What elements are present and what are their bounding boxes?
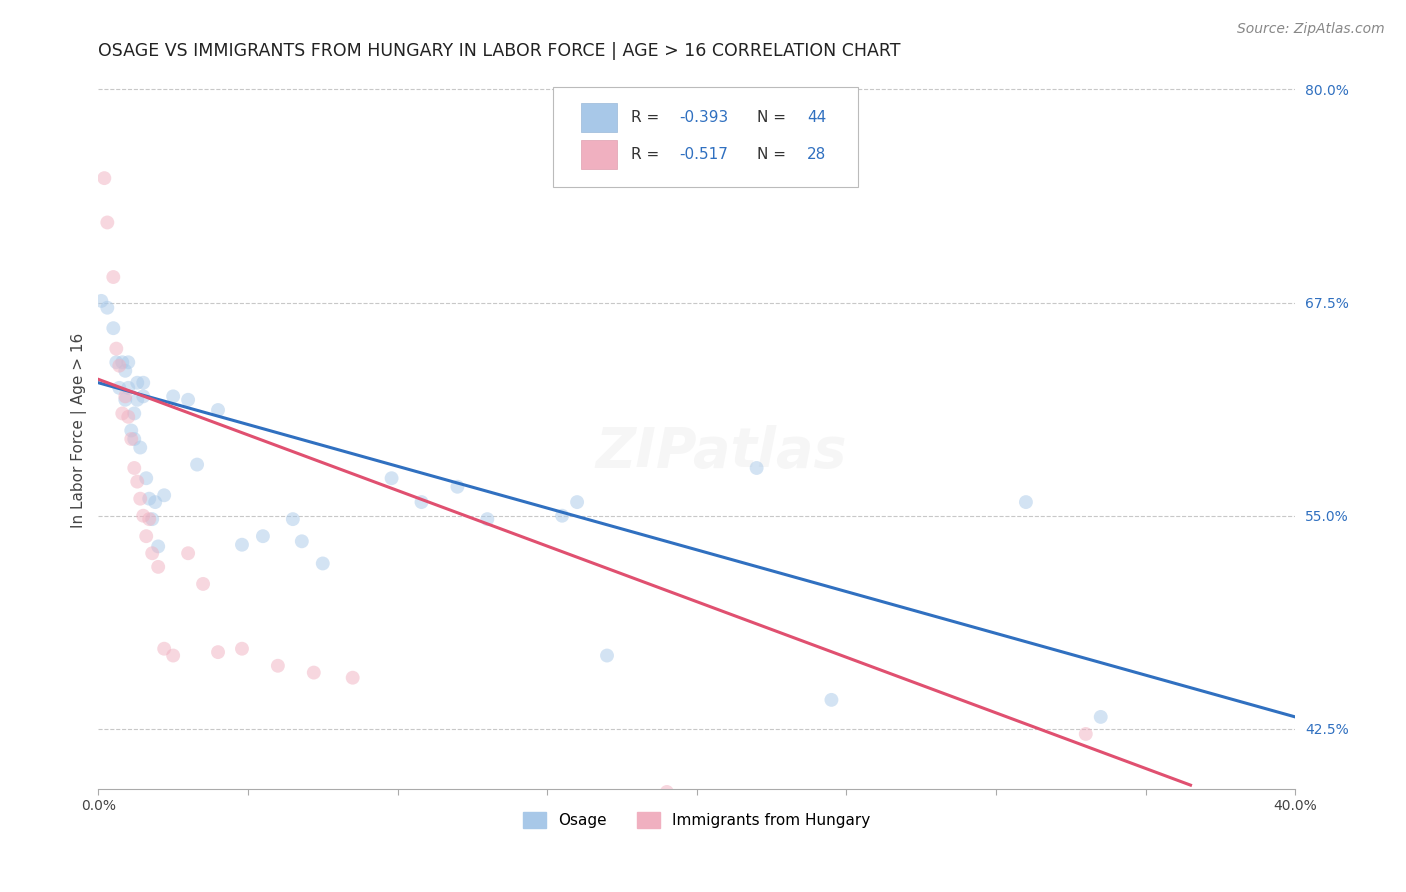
FancyBboxPatch shape	[553, 87, 859, 187]
Point	[153, 488, 176, 502]
Point	[105, 342, 128, 356]
Point	[127, 475, 149, 489]
Point	[207, 403, 229, 417]
Point	[127, 376, 149, 390]
Point	[148, 560, 170, 574]
Point	[122, 432, 145, 446]
Point	[446, 480, 468, 494]
Point	[252, 529, 274, 543]
Point	[96, 215, 118, 229]
Point	[342, 671, 364, 685]
Point	[141, 512, 163, 526]
Text: N =: N =	[756, 147, 790, 162]
Point	[96, 301, 118, 315]
Point	[114, 364, 136, 378]
Point	[122, 461, 145, 475]
Text: OSAGE VS IMMIGRANTS FROM HUNGARY IN LABOR FORCE | AGE > 16 CORRELATION CHART: OSAGE VS IMMIGRANTS FROM HUNGARY IN LABO…	[98, 42, 901, 60]
Point	[122, 406, 145, 420]
Point	[114, 392, 136, 407]
Point	[120, 432, 142, 446]
Point	[143, 495, 166, 509]
Point	[138, 512, 160, 526]
Point	[108, 359, 131, 373]
Point	[162, 389, 184, 403]
Point	[177, 546, 200, 560]
Point	[231, 538, 253, 552]
Point	[111, 355, 134, 369]
Point	[1015, 495, 1038, 509]
Text: ZIPatlas: ZIPatlas	[595, 425, 846, 479]
Point	[117, 355, 139, 369]
Point	[132, 389, 155, 403]
Text: R =: R =	[631, 110, 664, 125]
Point	[302, 665, 325, 680]
Point	[820, 693, 842, 707]
Point	[565, 495, 588, 509]
Point	[1074, 727, 1097, 741]
Text: Source: ZipAtlas.com: Source: ZipAtlas.com	[1237, 22, 1385, 37]
Point	[381, 471, 404, 485]
Point	[551, 508, 574, 523]
Point	[745, 461, 768, 475]
Point	[138, 491, 160, 506]
Text: 28: 28	[807, 147, 827, 162]
Point	[129, 441, 152, 455]
Point	[135, 471, 157, 485]
Point	[127, 392, 149, 407]
Point	[141, 546, 163, 560]
Point	[93, 171, 115, 186]
Y-axis label: In Labor Force | Age > 16: In Labor Force | Age > 16	[72, 333, 87, 528]
Point	[312, 557, 335, 571]
Point	[153, 641, 176, 656]
Point	[596, 648, 619, 663]
Point	[267, 658, 290, 673]
Point	[103, 270, 125, 285]
Legend: Osage, Immigrants from Hungary: Osage, Immigrants from Hungary	[517, 806, 877, 835]
Point	[114, 389, 136, 403]
Point	[117, 409, 139, 424]
Point	[103, 321, 125, 335]
Text: -0.517: -0.517	[679, 147, 728, 162]
Point	[120, 424, 142, 438]
Point	[108, 381, 131, 395]
Point	[111, 406, 134, 420]
Point	[1090, 710, 1112, 724]
Point	[191, 577, 214, 591]
Point	[129, 491, 152, 506]
Point	[162, 648, 184, 663]
Point	[291, 534, 314, 549]
Text: R =: R =	[631, 147, 664, 162]
FancyBboxPatch shape	[581, 140, 617, 169]
Point	[132, 508, 155, 523]
Point	[411, 495, 433, 509]
Point	[231, 641, 253, 656]
Text: N =: N =	[756, 110, 790, 125]
Point	[281, 512, 304, 526]
Point	[177, 392, 200, 407]
Text: -0.393: -0.393	[679, 110, 728, 125]
Point	[132, 376, 155, 390]
Point	[90, 293, 112, 308]
Point	[655, 785, 678, 799]
Point	[148, 540, 170, 554]
Point	[477, 512, 499, 526]
Text: 44: 44	[807, 110, 827, 125]
Point	[135, 529, 157, 543]
Point	[105, 355, 128, 369]
Point	[117, 381, 139, 395]
Point	[186, 458, 208, 472]
FancyBboxPatch shape	[581, 103, 617, 132]
Point	[207, 645, 229, 659]
